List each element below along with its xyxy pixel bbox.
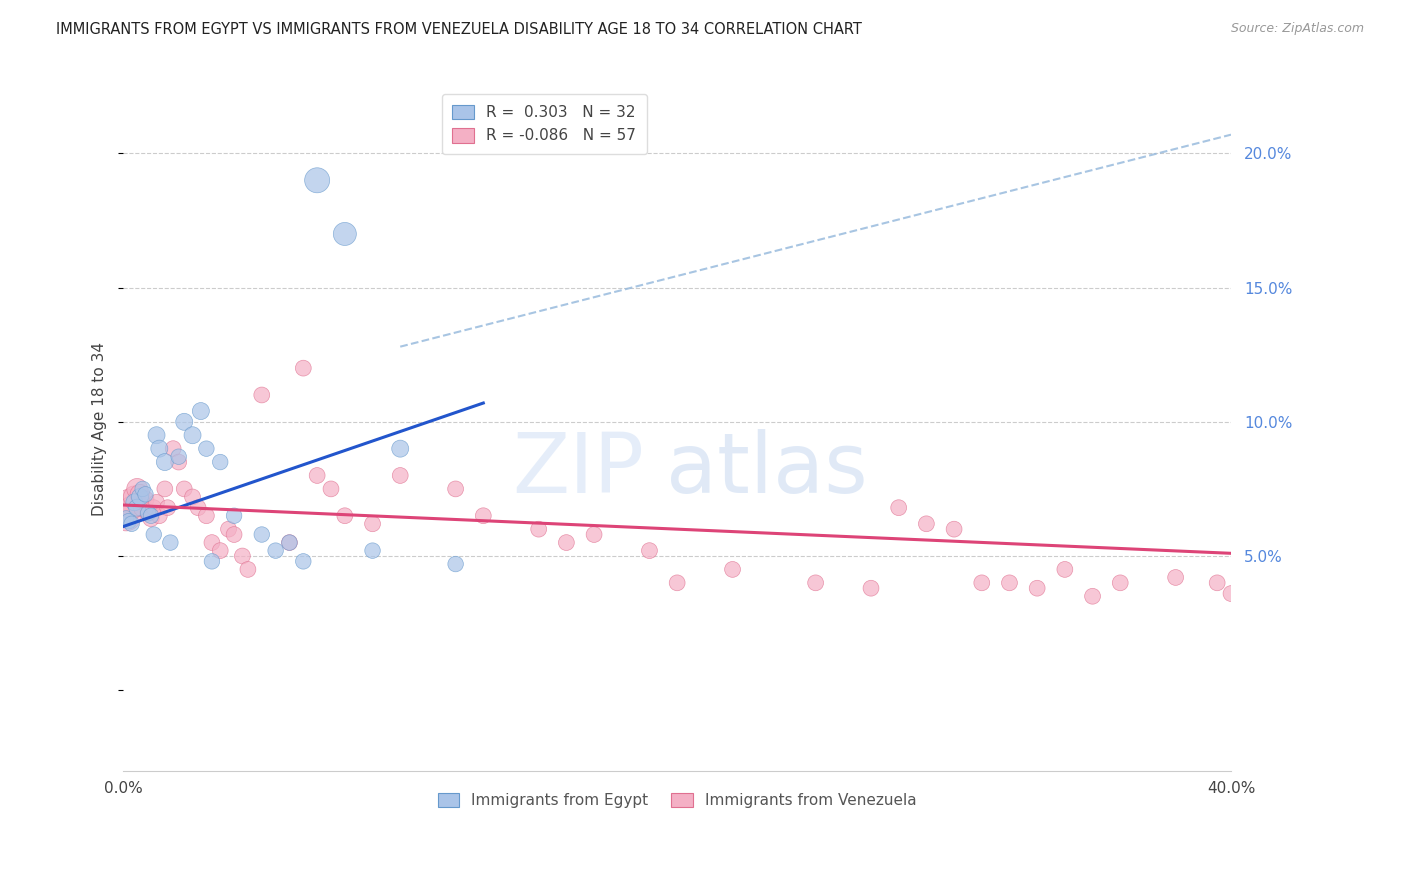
Point bbox=[131, 500, 153, 515]
Point bbox=[389, 442, 412, 456]
Point bbox=[527, 522, 550, 536]
Point bbox=[142, 527, 165, 541]
Point bbox=[472, 508, 495, 523]
Point bbox=[145, 428, 167, 442]
Point bbox=[583, 527, 606, 541]
Text: atlas: atlas bbox=[666, 429, 868, 510]
Point bbox=[998, 575, 1021, 590]
Point bbox=[115, 508, 138, 523]
Point bbox=[804, 575, 827, 590]
Point bbox=[638, 543, 661, 558]
Point bbox=[292, 361, 315, 376]
Point bbox=[181, 490, 204, 504]
Point bbox=[121, 516, 143, 531]
Text: ZIP: ZIP bbox=[512, 429, 644, 510]
Point bbox=[264, 543, 287, 558]
Text: IMMIGRANTS FROM EGYPT VS IMMIGRANTS FROM VENEZUELA DISABILITY AGE 18 TO 34 CORRE: IMMIGRANTS FROM EGYPT VS IMMIGRANTS FROM… bbox=[56, 22, 862, 37]
Point bbox=[361, 516, 384, 531]
Point bbox=[145, 495, 167, 509]
Point bbox=[181, 428, 204, 442]
Point bbox=[278, 535, 301, 549]
Point bbox=[307, 173, 329, 187]
Point bbox=[278, 535, 301, 549]
Point bbox=[444, 482, 467, 496]
Point bbox=[131, 482, 153, 496]
Point bbox=[156, 500, 179, 515]
Point bbox=[333, 227, 356, 241]
Point bbox=[148, 442, 170, 456]
Point bbox=[118, 495, 141, 509]
Point bbox=[167, 450, 190, 464]
Point bbox=[173, 415, 195, 429]
Point bbox=[209, 543, 232, 558]
Point bbox=[1164, 570, 1187, 584]
Point bbox=[159, 535, 181, 549]
Point bbox=[124, 495, 146, 509]
Point bbox=[555, 535, 578, 549]
Point bbox=[148, 508, 170, 523]
Point bbox=[887, 500, 910, 515]
Point bbox=[195, 508, 218, 523]
Point bbox=[127, 482, 149, 496]
Point bbox=[190, 404, 212, 418]
Point bbox=[444, 557, 467, 571]
Point bbox=[121, 500, 143, 515]
Point bbox=[173, 482, 195, 496]
Point bbox=[115, 511, 138, 525]
Point bbox=[209, 455, 232, 469]
Point bbox=[250, 527, 273, 541]
Point bbox=[136, 506, 159, 520]
Point bbox=[142, 500, 165, 515]
Point bbox=[333, 508, 356, 523]
Point bbox=[127, 500, 149, 515]
Point bbox=[319, 482, 342, 496]
Point bbox=[666, 575, 689, 590]
Point bbox=[389, 468, 412, 483]
Point bbox=[1026, 581, 1049, 595]
Point bbox=[231, 549, 253, 563]
Point bbox=[721, 562, 744, 576]
Point bbox=[134, 487, 156, 501]
Point bbox=[222, 527, 245, 541]
Point bbox=[236, 562, 259, 576]
Point bbox=[1109, 575, 1132, 590]
Point bbox=[1220, 586, 1243, 600]
Point bbox=[361, 543, 384, 558]
Point bbox=[201, 535, 224, 549]
Point bbox=[195, 442, 218, 456]
Point bbox=[1053, 562, 1076, 576]
Point bbox=[1081, 589, 1104, 603]
Point bbox=[943, 522, 966, 536]
Point bbox=[129, 490, 152, 504]
Point bbox=[136, 506, 159, 520]
Point bbox=[139, 508, 162, 523]
Point bbox=[292, 554, 315, 568]
Point bbox=[129, 487, 152, 501]
Y-axis label: Disability Age 18 to 34: Disability Age 18 to 34 bbox=[93, 342, 107, 516]
Point bbox=[167, 455, 190, 469]
Text: Source: ZipAtlas.com: Source: ZipAtlas.com bbox=[1230, 22, 1364, 36]
Point bbox=[153, 455, 176, 469]
Point bbox=[1206, 575, 1229, 590]
Point bbox=[187, 500, 209, 515]
Point bbox=[134, 492, 156, 507]
Point bbox=[970, 575, 993, 590]
Point bbox=[250, 388, 273, 402]
Point bbox=[162, 442, 184, 456]
Point bbox=[118, 514, 141, 528]
Legend: Immigrants from Egypt, Immigrants from Venezuela: Immigrants from Egypt, Immigrants from V… bbox=[432, 787, 922, 814]
Point bbox=[307, 468, 329, 483]
Point bbox=[153, 482, 176, 496]
Point bbox=[915, 516, 938, 531]
Point bbox=[201, 554, 224, 568]
Point bbox=[218, 522, 240, 536]
Point bbox=[222, 508, 245, 523]
Point bbox=[859, 581, 882, 595]
Point bbox=[124, 490, 146, 504]
Point bbox=[139, 511, 162, 525]
